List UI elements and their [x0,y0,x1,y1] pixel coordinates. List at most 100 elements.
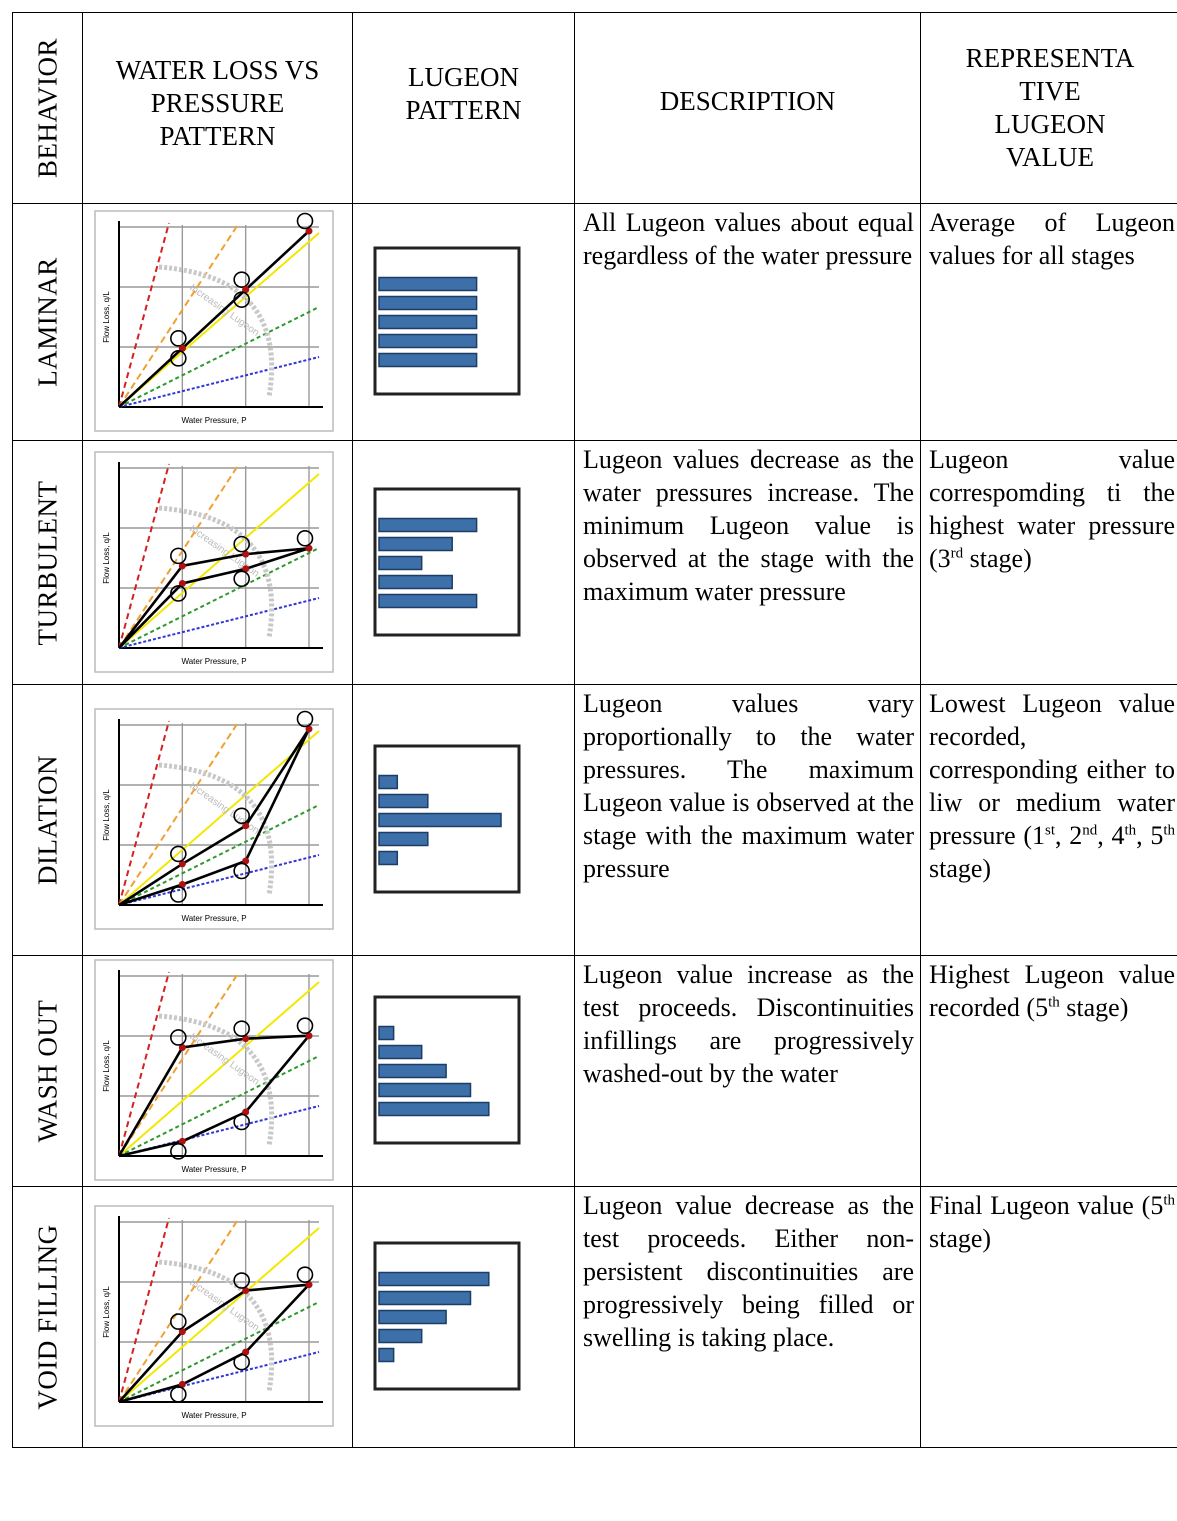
behavior-label: WASH OUT [32,999,63,1143]
stage-point [178,1043,186,1051]
stage-point [178,579,186,587]
reference-line-blue [118,356,320,408]
reference-line-red [118,720,170,906]
lugeon-bar-4 [378,574,453,589]
table-row: LAMINAR Increasing Lugeon Flow Loss, q/L Wa… [12,203,1177,441]
lugeon-bar-1 [378,1025,395,1041]
stage-point [242,1348,250,1356]
x-axis-label: Water Pressure, P [181,914,246,923]
behavior-label: DILATION [32,755,63,885]
stage-point [305,1032,313,1040]
representative-cell: Average of Lugeon values for all stages [920,203,1177,441]
lugeon-bar-4 [378,1082,472,1098]
header-description: DESCRIPTION [574,12,921,204]
stage-point [178,1137,186,1145]
stage-marker [233,1353,250,1371]
header-rep-line-3: LUGEON [994,109,1106,139]
lugeon-bar-2 [378,536,453,551]
stage-marker [170,1029,187,1046]
reference-line-yellow [118,472,320,649]
lugeon-behavior-table: BEHAVIOR WATER LOSS VS PRESSURE PATTERN … [12,12,1177,1448]
stage-marker [233,570,250,587]
stage-marker [296,212,314,230]
lugeon-pattern-cell [352,203,575,441]
lugeon-bar-5 [378,593,478,608]
stage-marker [170,1143,187,1160]
header-behavior-text: BEHAVIOR [32,37,63,179]
reference-line-green [118,546,320,649]
reference-line-orange [118,971,240,1157]
stage-marker [233,1113,250,1131]
increasing-lugeon-arrow [158,1259,275,1393]
stage-point [242,1035,250,1043]
reference-line-blue [118,1351,320,1403]
pattern-cell: Increasing Lugeon Flow Loss, q/L Water Pre… [82,440,353,685]
x-axis-label: Water Pressure, P [181,657,246,666]
reference-line-blue [118,854,320,906]
reference-line-yellow [118,981,320,1157]
lugeon-bar-5 [378,352,478,368]
stage-point [178,344,186,352]
behavior-cell: VOID FILLING [12,1186,83,1448]
stage-marker [170,886,187,903]
header-pattern-line-1: WATER LOSS VS [115,54,320,85]
stage-point [178,860,186,868]
y-axis-label: Flow Loss, q/L [102,1040,111,1092]
lugeon-pattern-cell [352,955,575,1187]
lugeon-bar-3 [378,1309,447,1325]
increasing-lugeon-arrow [158,264,275,398]
lugeon-pattern-cell [352,440,575,685]
behavior-label: TURBULENT [32,480,63,645]
description-cell: Lugeon value decrease as the test procee… [574,1186,921,1448]
lugeon-bar-2 [378,1044,423,1060]
stage-marker [170,845,187,863]
table-row: DILATION Increasing Lugeon Flow Loss, q/L W… [12,684,1177,956]
reference-line-green [118,804,320,906]
y-axis-label: Flow Loss, q/L [102,531,111,583]
stage-point [242,550,250,558]
pattern-cell: Increasing Lugeon Flow Loss, q/L Water Pre… [82,955,353,1187]
x-axis-label: Water Pressure, P [181,1411,246,1420]
header-lugeon-line-1: LUGEON [408,62,519,92]
table-row: WASH OUT Increasing Lugeon Flow Loss, q/L W… [12,955,1177,1187]
stage-marker [233,807,250,825]
stage-marker [233,535,250,552]
stage-marker [170,1386,187,1403]
lugeon-bar-3 [378,314,478,330]
reference-line-red [118,222,170,408]
reference-line-yellow [118,232,320,408]
header-rep-line-2: TIVE [1019,76,1081,106]
y-axis-label: Flow Loss, q/L [102,1286,111,1338]
stage-point [178,880,186,888]
stage-marker [296,710,314,728]
stage-point [242,1108,250,1116]
stage-marker [170,1313,187,1330]
stage-marker [296,1017,314,1035]
stage-point [242,857,250,865]
header-pattern-line-3: PATTERN [159,120,276,151]
stage-point [305,227,313,235]
y-axis-label: Flow Loss, q/L [102,789,111,841]
behavior-cell: TURBULENT [12,440,83,685]
pattern-cell: Increasing Lugeon Flow Loss, q/L Water Pre… [82,1186,353,1448]
behavior-cell: DILATION [12,684,83,956]
stage-point [242,1287,250,1295]
reference-line-red [118,971,170,1157]
reference-line-red [118,463,170,648]
header-lugeon: LUGEON PATTERN [352,12,575,204]
reference-line-green [118,1301,320,1403]
stage-marker [170,547,187,564]
reference-line-orange [118,222,240,408]
description-cell: Lugeon values decrease as the water pres… [574,440,921,685]
x-axis-label: Water Pressure, P [181,1165,246,1174]
table-row: VOID FILLING Increasing Lugeon Flow Loss, … [12,1186,1177,1448]
lugeon-bar-4 [378,1328,423,1344]
stage-marker [233,862,250,880]
stage-point [242,286,250,294]
lugeon-pattern-chart [373,1241,521,1391]
